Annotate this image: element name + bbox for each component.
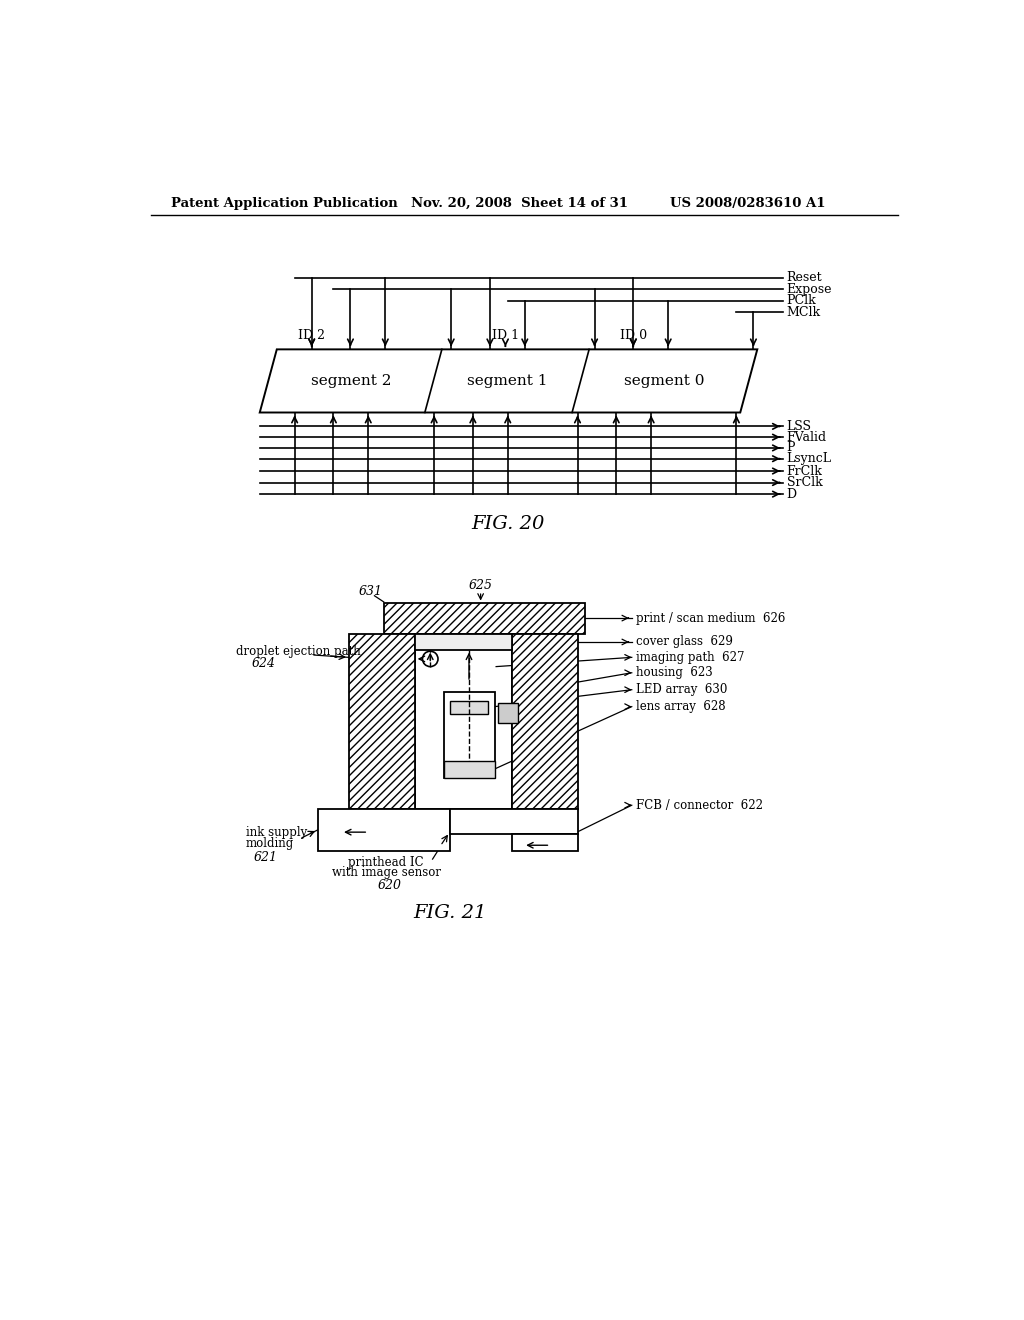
Text: LsyncL: LsyncL bbox=[786, 453, 831, 465]
Polygon shape bbox=[260, 350, 758, 412]
Bar bbox=[451, 701, 488, 714]
Text: D: D bbox=[786, 487, 797, 500]
Text: FIG. 20: FIG. 20 bbox=[471, 515, 545, 533]
Text: Reset: Reset bbox=[786, 271, 822, 284]
Text: P: P bbox=[786, 441, 796, 454]
Text: with image sensor: with image sensor bbox=[332, 866, 440, 879]
Circle shape bbox=[423, 651, 438, 667]
Bar bbox=[444, 692, 495, 779]
Text: segment 0: segment 0 bbox=[625, 374, 705, 388]
Text: 624: 624 bbox=[252, 657, 276, 671]
Text: molding: molding bbox=[246, 837, 294, 850]
Bar bbox=[415, 635, 512, 809]
Text: FCB / connector  622: FCB / connector 622 bbox=[636, 799, 763, 812]
Bar bbox=[317, 809, 450, 851]
Text: LSS: LSS bbox=[786, 420, 812, 433]
Text: Nov. 20, 2008  Sheet 14 of 31: Nov. 20, 2008 Sheet 14 of 31 bbox=[411, 197, 628, 210]
Text: imaging path  627: imaging path 627 bbox=[636, 651, 744, 664]
Text: segment 2: segment 2 bbox=[310, 374, 391, 388]
Text: PClk: PClk bbox=[786, 294, 816, 308]
Bar bbox=[450, 809, 578, 834]
Bar bbox=[384, 603, 586, 635]
Text: FrClk: FrClk bbox=[786, 465, 822, 478]
Text: FValid: FValid bbox=[786, 430, 826, 444]
Text: ID 1: ID 1 bbox=[492, 329, 519, 342]
Bar bbox=[349, 635, 415, 809]
Text: SrClk: SrClk bbox=[786, 477, 822, 490]
Text: cover glass  629: cover glass 629 bbox=[636, 635, 732, 648]
Text: 620: 620 bbox=[378, 879, 402, 892]
Text: 631: 631 bbox=[359, 585, 383, 598]
Text: LED array  630: LED array 630 bbox=[636, 684, 727, 696]
Text: droplet ejection path: droplet ejection path bbox=[237, 644, 361, 657]
Bar bbox=[444, 760, 495, 779]
Text: US 2008/0283610 A1: US 2008/0283610 A1 bbox=[671, 197, 826, 210]
Text: segment 1: segment 1 bbox=[467, 374, 547, 388]
Text: Expose: Expose bbox=[786, 282, 833, 296]
Text: MClk: MClk bbox=[786, 306, 821, 319]
Text: lens array  628: lens array 628 bbox=[636, 700, 725, 713]
Bar bbox=[512, 834, 578, 851]
Polygon shape bbox=[498, 704, 517, 722]
Text: housing  623: housing 623 bbox=[636, 667, 713, 680]
Bar bbox=[512, 635, 578, 809]
Bar bbox=[415, 635, 512, 649]
Text: Patent Application Publication: Patent Application Publication bbox=[171, 197, 397, 210]
Text: print / scan medium  626: print / scan medium 626 bbox=[636, 611, 785, 624]
Text: ID 2: ID 2 bbox=[298, 329, 326, 342]
Text: printhead IC: printhead IC bbox=[348, 857, 424, 870]
Text: ink supply: ink supply bbox=[246, 825, 307, 838]
Text: 625: 625 bbox=[469, 579, 493, 593]
Text: ID 0: ID 0 bbox=[620, 329, 647, 342]
Text: 621: 621 bbox=[254, 851, 278, 865]
Text: FIG. 21: FIG. 21 bbox=[413, 904, 486, 921]
